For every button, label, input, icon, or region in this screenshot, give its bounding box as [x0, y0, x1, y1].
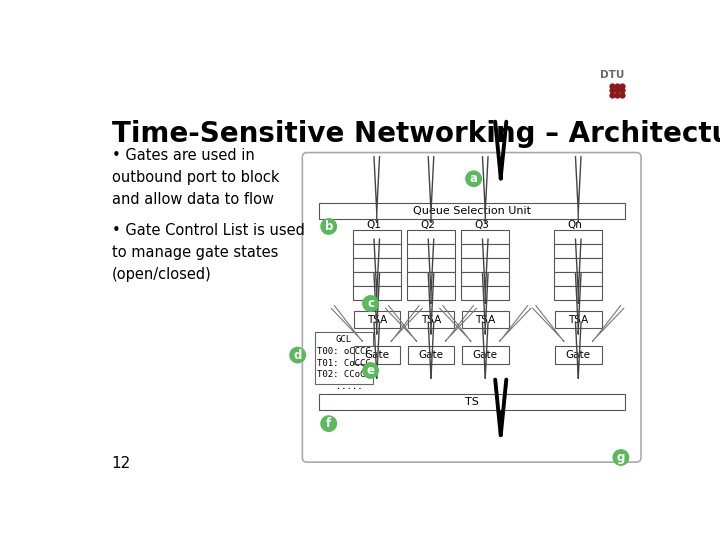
Text: Q1: Q1 [366, 220, 381, 229]
Bar [353, 244, 401, 258]
Text: e: e [366, 364, 374, 377]
Circle shape [363, 296, 378, 311]
Bar [462, 286, 509, 300]
Bar [353, 258, 401, 272]
Bar [354, 346, 400, 365]
Bar [407, 272, 455, 286]
Bar [554, 286, 602, 300]
Text: Gate: Gate [364, 350, 390, 360]
Bar [319, 204, 625, 219]
Text: Gate: Gate [566, 350, 590, 360]
Text: b: b [325, 220, 333, 233]
Text: c: c [367, 297, 374, 310]
Text: Q2: Q2 [420, 220, 435, 229]
Bar [407, 258, 455, 272]
Bar [555, 346, 601, 365]
Text: Gate: Gate [418, 350, 444, 360]
Circle shape [613, 450, 629, 465]
Text: f: f [326, 417, 331, 430]
Bar [554, 244, 602, 258]
Text: DTU: DTU [600, 70, 624, 80]
Bar [353, 272, 401, 286]
Text: TSA: TSA [421, 315, 441, 325]
Text: g: g [617, 451, 625, 464]
Bar [407, 231, 455, 244]
Bar [407, 286, 455, 300]
Bar [407, 244, 455, 258]
Text: TSA: TSA [366, 315, 387, 325]
Text: • Gate Control List is used
to manage gate states
(open/closed): • Gate Control List is used to manage ga… [112, 222, 305, 282]
Bar [462, 272, 509, 286]
Bar [555, 311, 601, 328]
Text: Time-Sensitive Networking – Architecture: Time-Sensitive Networking – Architecture [112, 120, 720, 148]
Text: a: a [469, 172, 477, 185]
Text: TS: TS [464, 397, 479, 407]
Text: GCL
T00: oCCCC
T01: CoCCC
T02: CCoCC
  .....: GCL T00: oCCCC T01: CoCCC T02: CCoCC ...… [317, 335, 371, 392]
Text: Qn: Qn [567, 220, 582, 229]
Text: TSA: TSA [475, 315, 495, 325]
Circle shape [290, 347, 305, 363]
Circle shape [363, 363, 378, 378]
Bar [353, 286, 401, 300]
Bar [554, 272, 602, 286]
FancyBboxPatch shape [315, 332, 373, 384]
Text: Q3: Q3 [474, 220, 490, 229]
Text: Queue Selection Unit: Queue Selection Unit [413, 206, 531, 216]
Bar [462, 346, 508, 365]
Text: TSA: TSA [568, 315, 588, 325]
Text: • Gates are used in
outbound port to block
and allow data to flow: • Gates are used in outbound port to blo… [112, 148, 279, 207]
Bar [319, 394, 625, 410]
Bar [408, 346, 454, 365]
Bar [462, 311, 508, 328]
Bar [354, 311, 400, 328]
FancyBboxPatch shape [302, 153, 641, 462]
Circle shape [321, 219, 336, 234]
Circle shape [321, 416, 336, 431]
Bar [408, 311, 454, 328]
Bar [554, 258, 602, 272]
Circle shape [466, 171, 482, 186]
Bar [554, 231, 602, 244]
Text: 12: 12 [112, 456, 131, 471]
Bar [353, 231, 401, 244]
Bar [462, 258, 509, 272]
Bar [462, 231, 509, 244]
Bar [462, 244, 509, 258]
Text: Gate: Gate [473, 350, 498, 360]
Text: d: d [294, 349, 302, 362]
